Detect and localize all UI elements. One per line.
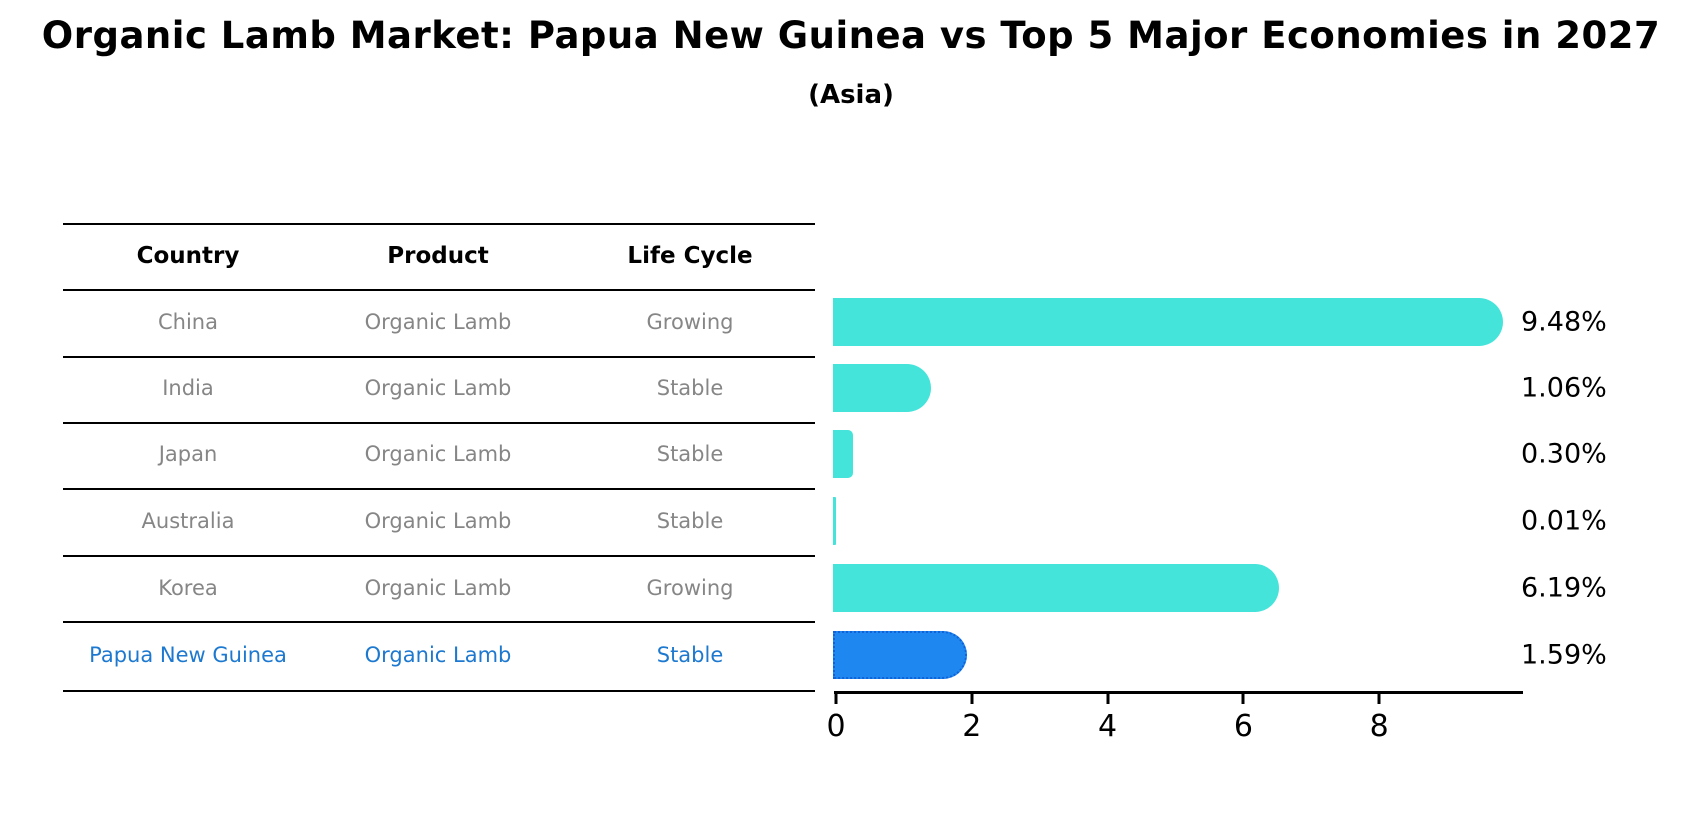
- table-cell-country: Korea: [158, 576, 218, 600]
- bar-japan: [833, 430, 854, 478]
- table-cell-life_cycle: Stable: [656, 509, 724, 533]
- bar-value-label: 1.59%: [1521, 639, 1607, 671]
- x-axis-tick: [1106, 694, 1110, 704]
- bar-korea: [833, 564, 1280, 612]
- table-row-rule: [63, 422, 815, 424]
- table-cell-country: India: [162, 376, 214, 400]
- x-axis-tick-label: 6: [1233, 709, 1253, 744]
- bar-value-label: 1.06%: [1521, 372, 1607, 404]
- table-cell-life_cycle: Stable: [656, 643, 724, 667]
- bar-india: [833, 364, 931, 412]
- table-cell-product: Organic Lamb: [364, 576, 512, 600]
- table-cell-country: Australia: [141, 509, 235, 533]
- table-row-rule: [63, 289, 815, 291]
- table-cell-life_cycle: Growing: [646, 310, 734, 334]
- bar-australia: [833, 497, 836, 545]
- table-bottom-rule: [63, 690, 815, 692]
- x-axis-tick: [1377, 694, 1381, 704]
- x-axis-tick-label: 4: [1098, 709, 1118, 744]
- table-row-rule: [63, 488, 815, 490]
- x-axis-tick: [834, 694, 838, 704]
- bar-value-label: 0.30%: [1521, 438, 1607, 470]
- x-axis-tick: [1241, 694, 1245, 704]
- chart-subtitle: (Asia): [808, 80, 894, 110]
- x-axis-tick-label: 8: [1369, 709, 1389, 744]
- table-header-product: Product: [387, 243, 489, 269]
- bar-papua-new-guinea: [833, 631, 967, 679]
- table-cell-product: Organic Lamb: [364, 643, 512, 667]
- x-axis-tick-label: 2: [962, 709, 982, 744]
- table-cell-life_cycle: Stable: [656, 376, 724, 400]
- table-row-rule: [63, 356, 815, 358]
- table-cell-product: Organic Lamb: [364, 509, 512, 533]
- table-cell-product: Organic Lamb: [364, 376, 512, 400]
- table-cell-country: Papua New Guinea: [89, 643, 287, 667]
- bar-value-label: 0.01%: [1521, 505, 1607, 537]
- bar-value-label: 6.19%: [1521, 572, 1607, 604]
- x-axis-line: [834, 691, 1523, 694]
- table-cell-life_cycle: Growing: [646, 576, 734, 600]
- table-cell-product: Organic Lamb: [364, 442, 512, 466]
- x-axis-tick: [970, 694, 974, 704]
- table-row-rule: [63, 555, 815, 557]
- table-row-rule: [63, 621, 815, 623]
- bar-china: [833, 298, 1503, 346]
- table-cell-life_cycle: Stable: [656, 442, 724, 466]
- table-header-life-cycle: Life Cycle: [627, 243, 753, 269]
- table-cell-product: Organic Lamb: [364, 310, 512, 334]
- table-cell-country: China: [158, 310, 218, 334]
- bar-value-label: 9.48%: [1521, 306, 1607, 338]
- table-top-rule: [63, 223, 815, 225]
- x-axis-tick-label: 0: [826, 709, 846, 744]
- table-cell-country: Japan: [158, 442, 218, 466]
- table-header-country: Country: [136, 243, 240, 269]
- chart-title: Organic Lamb Market: Papua New Guinea vs…: [41, 14, 1661, 57]
